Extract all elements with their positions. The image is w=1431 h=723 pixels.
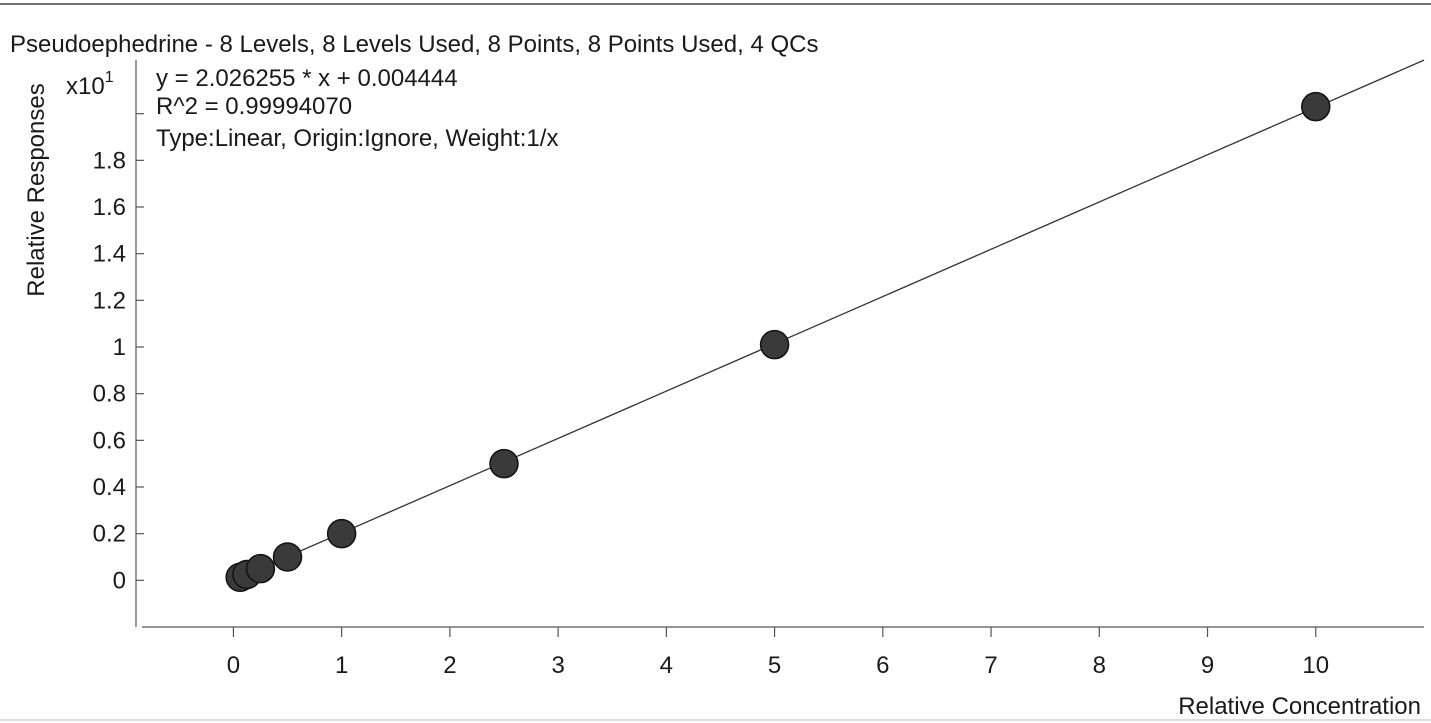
axes: 0 0.2 0.4 0.6 0.8 1 1.2 1.4 1.6 1.8 0 1 2 3 4 5 6 7 8 9 10 xyxy=(93,60,1424,679)
data-point xyxy=(489,448,519,479)
y-tick-label: 1.4 xyxy=(93,241,126,268)
x-axis-label: Relative Concentration xyxy=(1178,693,1421,720)
y-tick-label: 0 xyxy=(113,567,126,594)
fit-info: Type:Linear, Origin:Ignore, Weight:1/x xyxy=(156,125,558,152)
y-tick-label: 0.4 xyxy=(93,474,126,501)
x-tick-label: 2 xyxy=(443,652,456,679)
y-multiplier-exponent: 1 xyxy=(105,69,114,86)
y-axis-label: Relative Responses xyxy=(23,83,50,296)
fit-line xyxy=(233,59,1425,581)
data-point xyxy=(1301,91,1331,122)
data-point xyxy=(326,518,357,549)
y-tick-label: 1.6 xyxy=(93,194,126,221)
data-points xyxy=(225,91,1331,593)
fit-equation: y = 2.026255 * x + 0.004444 xyxy=(156,65,458,92)
y-tick-label: 1.8 xyxy=(93,147,126,174)
y-multiplier-label: x101 xyxy=(66,69,114,100)
data-point xyxy=(245,553,276,584)
chart-title: Pseudoephedrine - 8 Levels, 8 Levels Use… xyxy=(10,31,818,58)
data-point xyxy=(759,329,790,360)
x-tick-label: 5 xyxy=(768,652,781,679)
x-tick-label: 1 xyxy=(335,652,348,679)
x-tick-label: 8 xyxy=(1093,652,1106,679)
x-tick-label: 10 xyxy=(1302,652,1329,679)
fit-line-group xyxy=(233,59,1425,581)
x-tick-label: 4 xyxy=(660,652,673,679)
y-tick-label: 0.8 xyxy=(93,381,126,408)
y-tick-label: 0.6 xyxy=(93,427,126,454)
y-tick-label: 1 xyxy=(113,334,126,361)
x-tick-label: 0 xyxy=(227,652,240,679)
x-tick-label: 7 xyxy=(984,652,997,679)
x-tick-label: 6 xyxy=(876,652,889,679)
x-tick-label: 3 xyxy=(551,652,564,679)
data-point xyxy=(272,542,303,572)
y-tick-label: 0.2 xyxy=(93,521,126,548)
x-tick-label: 9 xyxy=(1201,652,1214,679)
r-squared: R^2 = 0.99994070 xyxy=(156,93,352,120)
y-tick-label: 1.2 xyxy=(93,287,126,314)
